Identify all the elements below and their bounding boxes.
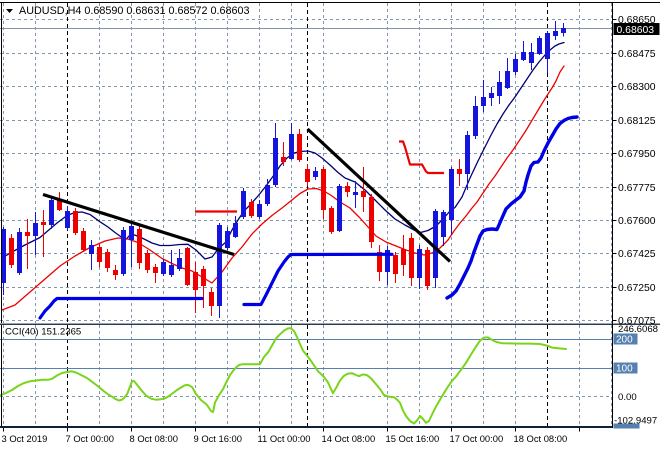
svg-text:0.67075: 0.67075 — [618, 316, 656, 327]
svg-text:0.67775: 0.67775 — [618, 183, 656, 194]
svg-text:246.6068: 246.6068 — [618, 324, 658, 335]
svg-text:CCI(40) 151.2365: CCI(40) 151.2365 — [5, 327, 81, 338]
svg-text:AUDUSD,H4 0.68590 0.68631 0.6: AUDUSD,H4 0.68590 0.68631 0.68572 0.6860… — [19, 5, 250, 17]
svg-text:0.68125: 0.68125 — [618, 116, 656, 127]
svg-text:0.67600: 0.67600 — [618, 216, 656, 227]
svg-text:8 Oct 08:00: 8 Oct 08:00 — [130, 433, 178, 444]
svg-text:15 Oct 16:00: 15 Oct 16:00 — [386, 433, 440, 444]
svg-text:0.68475: 0.68475 — [618, 49, 656, 60]
svg-text:0.67950: 0.67950 — [618, 149, 656, 160]
svg-text:0.68603: 0.68603 — [617, 25, 655, 36]
svg-text:0.68300: 0.68300 — [618, 82, 656, 93]
svg-text:18 Oct 08:00: 18 Oct 08:00 — [514, 433, 568, 444]
svg-text:200: 200 — [616, 335, 633, 346]
svg-text:0.68650: 0.68650 — [618, 15, 656, 26]
svg-text:7 Oct 00:00: 7 Oct 00:00 — [66, 433, 114, 444]
svg-text:100: 100 — [616, 364, 633, 375]
svg-text:-102.9497: -102.9497 — [614, 416, 657, 427]
svg-text:17 Oct 00:00: 17 Oct 00:00 — [450, 433, 504, 444]
svg-text:9 Oct 16:00: 9 Oct 16:00 — [194, 433, 242, 444]
svg-text:0.67425: 0.67425 — [618, 249, 656, 260]
svg-text:0.67250: 0.67250 — [618, 283, 656, 294]
svg-text:0.00: 0.00 — [618, 392, 637, 403]
svg-text:14 Oct 08:00: 14 Oct 08:00 — [322, 433, 376, 444]
svg-text:11 Oct 00:00: 11 Oct 00:00 — [258, 433, 311, 444]
svg-text:3 Oct 2019: 3 Oct 2019 — [2, 433, 48, 444]
